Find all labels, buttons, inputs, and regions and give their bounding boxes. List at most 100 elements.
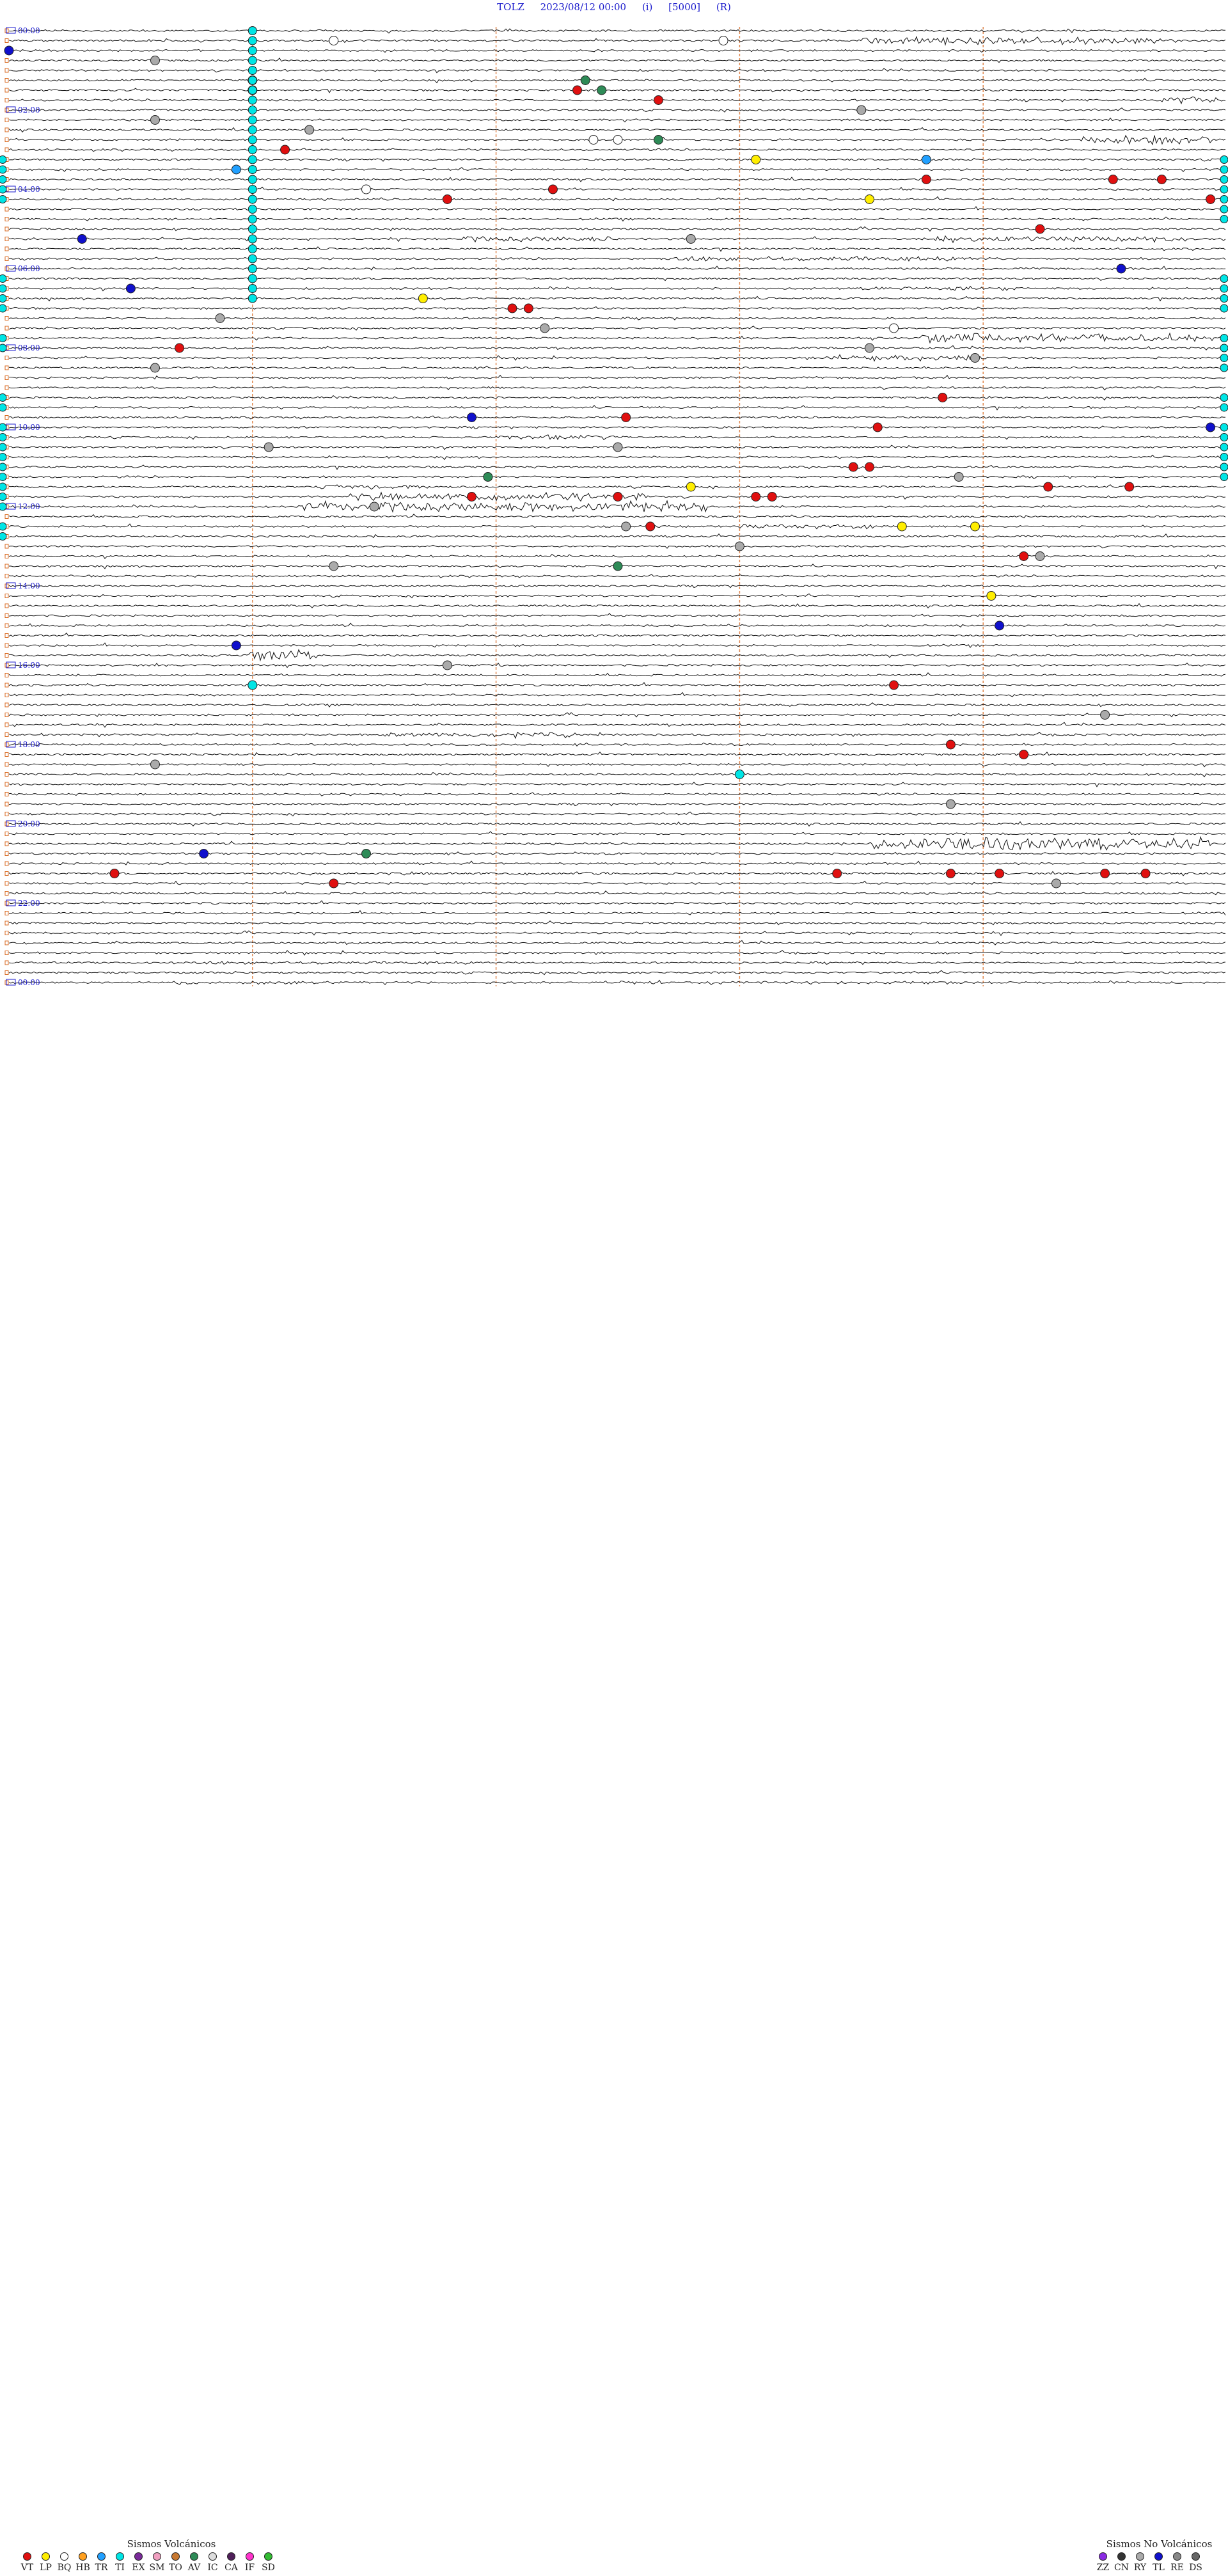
legend-dot-ds: [1192, 2552, 1200, 2561]
event-marker-tl: [4, 45, 14, 56]
row-start-marker: [4, 752, 9, 757]
event-marker-bq: [613, 135, 623, 145]
event-marker-tl: [77, 234, 87, 244]
row-start-marker: [4, 98, 9, 102]
event-marker-ti: [0, 482, 7, 491]
trace-row: [8, 464, 1226, 470]
trace-row: [8, 317, 1226, 320]
trace-row: [8, 682, 1226, 687]
row-start-marker: [4, 38, 9, 43]
legend-item-ca: CA: [222, 2552, 240, 2573]
legend-item-hb: HB: [74, 2552, 92, 2573]
event-marker-ti: [0, 344, 7, 352]
event-marker-ti: [1220, 462, 1228, 471]
event-marker-ti: [248, 284, 257, 293]
trace-row: [8, 117, 1226, 123]
event-marker-ti: [0, 403, 7, 412]
trace-row: [8, 702, 1226, 708]
event-marker-lp: [864, 194, 874, 204]
event-marker-ti: [248, 194, 257, 204]
event-marker-tl: [1206, 422, 1216, 432]
chart-channel: (R): [716, 1, 731, 13]
event-marker-tl: [467, 413, 477, 422]
event-marker-vt: [864, 462, 874, 472]
event-marker-ry: [150, 115, 160, 125]
trace-row: [8, 68, 1226, 74]
event-marker-vt: [889, 680, 899, 690]
hour-label: 14:00: [18, 581, 40, 590]
event-marker-vt: [872, 422, 883, 432]
event-marker-vt: [613, 492, 623, 502]
event-marker-ti: [248, 125, 257, 134]
trace-row: [8, 979, 1226, 986]
event-marker-vt: [945, 739, 956, 750]
row-start-marker: [4, 623, 9, 628]
legend-label: CN: [1114, 2563, 1129, 2573]
row-start-marker: [4, 138, 9, 142]
hour-label: 06:00: [18, 264, 40, 273]
trace-row: [8, 910, 1226, 915]
trace-row: [8, 256, 1226, 262]
trace-row: [8, 514, 1226, 519]
event-marker-ti: [0, 294, 7, 303]
row-start-marker: [4, 940, 9, 945]
row-start-marker: [4, 226, 9, 232]
row-start-marker: [4, 732, 9, 737]
event-marker-bq: [889, 323, 899, 333]
trace-row: [8, 196, 1226, 201]
trace-row: [8, 296, 1226, 302]
trace-row: [8, 265, 1226, 271]
row-start-marker: [4, 574, 9, 578]
event-marker-av: [361, 849, 372, 858]
hour-label: 08:00: [18, 344, 40, 352]
trace-row: [8, 751, 1226, 757]
event-marker-ti: [248, 294, 257, 303]
row-start-marker: [4, 812, 9, 816]
event-marker-tl: [1116, 264, 1126, 274]
row-start-marker: [4, 881, 9, 886]
row-start-marker: [4, 415, 9, 420]
row-start-marker: [4, 58, 9, 63]
trace-row: [8, 405, 1226, 411]
row-start-marker: [4, 851, 9, 856]
event-marker-lp: [751, 155, 761, 164]
event-marker-ti: [248, 135, 257, 145]
event-marker-vt: [621, 413, 631, 422]
legend-dot-zz: [1099, 2552, 1107, 2561]
row-start-marker: [4, 772, 9, 777]
chart-header: TOLZ 2023/08/12 00:00 (i) [5000] (R): [0, 1, 1228, 13]
event-marker-ti: [248, 175, 257, 184]
trace-row: [8, 57, 1226, 63]
event-marker-ry: [1035, 551, 1045, 561]
event-marker-tl: [995, 620, 1005, 631]
legend-item-ry: RY: [1131, 2552, 1149, 2573]
event-marker-vt: [645, 521, 656, 532]
row-start-marker: [4, 544, 9, 549]
trace-row: [8, 28, 1225, 34]
row-start-marker: [4, 792, 9, 796]
event-marker-ti: [0, 195, 7, 203]
event-marker-ti: [1220, 175, 1228, 184]
row-start-marker: [4, 931, 9, 935]
event-marker-vt: [921, 175, 931, 184]
legend-item-tr: TR: [92, 2552, 111, 2573]
event-marker-ti: [1220, 443, 1228, 452]
trace-row: [8, 500, 1226, 513]
legend-dot-to: [171, 2552, 180, 2561]
row-start-marker: [4, 802, 9, 807]
chart-scale: [5000]: [668, 1, 701, 13]
event-marker-ti: [248, 56, 257, 65]
event-marker-ry: [442, 660, 452, 670]
legend-label: DS: [1189, 2563, 1202, 2573]
trace-row: [8, 821, 1226, 827]
event-marker-ti: [248, 95, 257, 105]
event-marker-ry: [329, 561, 339, 571]
hour-label: 00:00: [18, 26, 40, 35]
event-marker-vt: [1100, 869, 1110, 878]
event-marker-ry: [954, 472, 964, 482]
event-marker-ti: [0, 502, 7, 511]
legend-label: LP: [40, 2563, 52, 2573]
station-code: TOLZ: [497, 1, 524, 13]
row-start-marker: [4, 970, 9, 975]
event-marker-vt: [109, 869, 120, 878]
